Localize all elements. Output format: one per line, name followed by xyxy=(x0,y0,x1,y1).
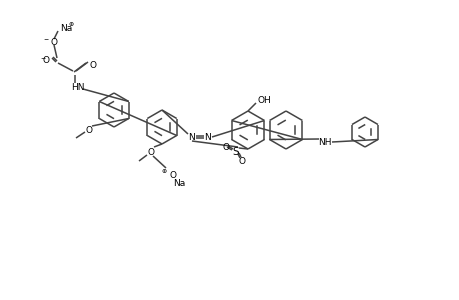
Text: O: O xyxy=(222,142,229,152)
Text: O: O xyxy=(238,157,245,166)
Text: Na: Na xyxy=(173,179,185,188)
Text: −: − xyxy=(41,56,46,61)
Text: NH: NH xyxy=(318,137,331,146)
Text: N: N xyxy=(188,133,195,142)
Text: O: O xyxy=(170,170,177,179)
Text: O: O xyxy=(90,61,97,70)
Text: Na: Na xyxy=(60,23,72,32)
Text: ⊕: ⊕ xyxy=(68,22,73,26)
Text: O: O xyxy=(147,148,154,157)
Text: HN: HN xyxy=(71,82,84,91)
Text: ⊕: ⊕ xyxy=(161,169,166,173)
Text: O: O xyxy=(43,56,50,64)
Text: N: N xyxy=(204,133,211,142)
Text: −: − xyxy=(44,37,49,41)
Text: O: O xyxy=(51,38,58,46)
Text: S: S xyxy=(232,147,239,157)
Text: O: O xyxy=(85,125,92,134)
Text: OH: OH xyxy=(257,95,271,104)
